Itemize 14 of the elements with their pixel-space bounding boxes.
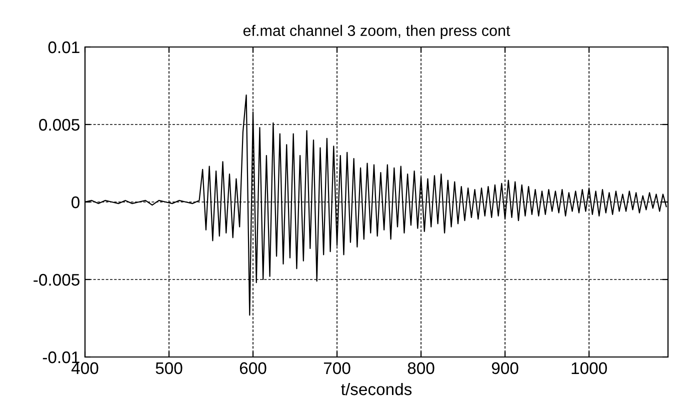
x-tick-label: 500 bbox=[156, 362, 182, 374]
x-tick-label: 600 bbox=[240, 362, 266, 374]
x-tick-label: 800 bbox=[408, 362, 434, 374]
y-tick-label: 0.005 bbox=[39, 118, 80, 131]
x-axis-title: t/seconds bbox=[341, 382, 412, 396]
y-tick-label: -0.01 bbox=[42, 351, 80, 364]
y-tick-label: 0 bbox=[72, 196, 80, 208]
y-tick-label: 0.01 bbox=[48, 41, 80, 54]
y-tick-label: -0.005 bbox=[34, 274, 80, 286]
x-tick-label: 700 bbox=[324, 362, 350, 374]
chart-title: ef.mat channel 3 zoom, then press cont bbox=[243, 24, 510, 40]
x-tick-label: 900 bbox=[492, 362, 518, 374]
x-tick-label: 1000 bbox=[572, 362, 607, 374]
x-tick-label: 400 bbox=[71, 362, 98, 374]
